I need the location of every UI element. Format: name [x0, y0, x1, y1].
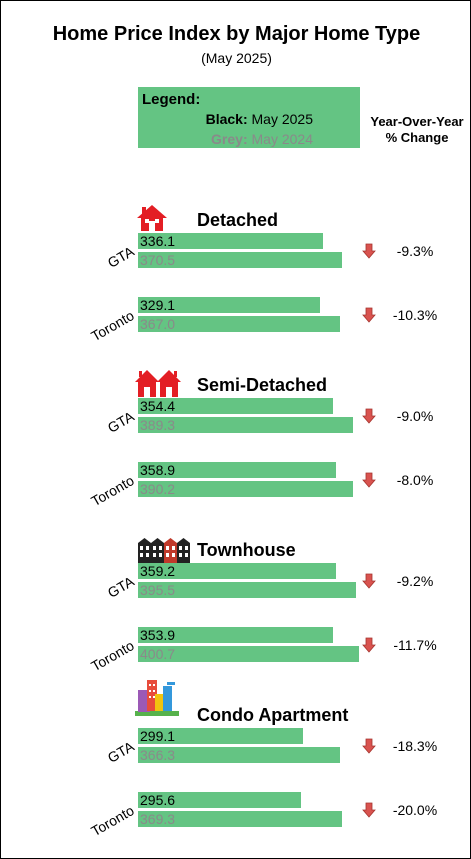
bar-value-may-2024-condo-apartment-gta: 366.3	[140, 747, 176, 763]
down-arrow-icon	[362, 573, 376, 589]
yoy-value-townhouse-gta: -9.2%	[396, 573, 434, 589]
bar-may-2024-detached-gta: 370.5	[138, 252, 343, 268]
row-label-townhouse-gta: GTA	[104, 573, 137, 601]
bar-value-may-2024-semi-detached-gta: 389.3	[140, 417, 176, 433]
section-title-townhouse: Townhouse	[197, 540, 296, 560]
bar-may-2025-detached-toronto: 329.1	[138, 297, 320, 313]
detached-house-icon	[136, 204, 168, 237]
townhouse-icon	[138, 537, 190, 568]
bar-may-2024-detached-toronto: 367.0	[138, 316, 341, 332]
row-label-detached-toronto: Toronto	[88, 307, 137, 345]
bar-may-2025-semi-detached-toronto: 358.9	[138, 462, 336, 478]
down-arrow-icon	[362, 243, 376, 259]
yoy-value-semi-detached-gta: -9.0%	[396, 408, 434, 424]
row-label-condo-apartment-gta: GTA	[104, 738, 137, 766]
condo-apartment-icon	[135, 678, 179, 723]
section-title-condo-apartment: Condo Apartment	[197, 705, 349, 725]
yoy-value-detached-gta: -9.3%	[396, 243, 434, 259]
row-label-townhouse-toronto: Toronto	[88, 637, 137, 675]
legend-black-key: Black:	[205, 111, 248, 127]
bar-may-2024-semi-detached-toronto: 390.2	[138, 481, 354, 497]
bar-value-may-2025-townhouse-toronto: 353.9	[140, 627, 176, 643]
down-arrow-icon	[362, 408, 376, 424]
chart-title: Home Price Index by Major Home Type	[52, 23, 421, 45]
bar-may-2024-townhouse-gta: 395.5	[138, 582, 357, 598]
yoy-value-semi-detached-toronto: -8.0%	[396, 472, 434, 488]
bar-value-may-2024-townhouse-gta: 395.5	[140, 582, 176, 598]
bar-value-may-2024-detached-toronto: 367.0	[140, 316, 176, 332]
semi-detached-house-icon	[134, 368, 182, 403]
bar-value-may-2025-detached-gta: 336.1	[140, 233, 176, 249]
section-title-detached: Detached	[197, 210, 279, 230]
bar-value-may-2024-townhouse-toronto: 400.7	[140, 646, 176, 662]
bar-value-may-2025-condo-apartment-toronto: 295.6	[140, 792, 176, 808]
bar-value-may-2025-townhouse-gta: 359.2	[140, 563, 176, 579]
legend-grey-key: Grey:	[211, 131, 248, 147]
yoy-value-detached-toronto: -10.3%	[392, 307, 438, 323]
bar-value-may-2024-condo-apartment-toronto: 369.3	[140, 811, 176, 827]
section-title-semi-detached: Semi-Detached	[197, 375, 328, 395]
bar-may-2024-condo-apartment-gta: 366.3	[138, 747, 341, 763]
yoy-header: Year-Over-Year % Change	[362, 114, 470, 146]
row-label-detached-gta: GTA	[104, 243, 137, 271]
yoy-value-townhouse-toronto: -11.7%	[393, 637, 437, 653]
down-arrow-icon	[362, 307, 376, 323]
bar-value-may-2025-semi-detached-gta: 354.4	[140, 398, 176, 414]
row-label-semi-detached-gta: GTA	[104, 408, 137, 436]
bar-may-2025-townhouse-toronto: 353.9	[138, 627, 334, 643]
bar-value-may-2025-semi-detached-toronto: 358.9	[140, 462, 176, 478]
yoy-header-line1: Year-Over-Year	[370, 114, 464, 129]
yoy-value-condo-apartment-gta: -18.3%	[392, 738, 438, 754]
bar-value-may-2024-detached-gta: 370.5	[140, 252, 176, 268]
down-arrow-icon	[362, 738, 376, 754]
down-arrow-icon	[362, 802, 376, 818]
legend-heading: Legend:	[142, 91, 201, 108]
yoy-header-line2: % Change	[385, 130, 449, 145]
bar-value-may-2024-semi-detached-toronto: 390.2	[140, 481, 176, 497]
bar-may-2024-condo-apartment-toronto: 369.3	[138, 811, 342, 827]
down-arrow-icon	[362, 637, 376, 653]
yoy-value-condo-apartment-toronto: -20.0%	[392, 802, 438, 818]
bar-may-2025-condo-apartment-gta: 299.1	[138, 728, 303, 744]
bar-may-2025-semi-detached-gta: 354.4	[138, 398, 334, 414]
chart-subtitle: (May 2025)	[201, 50, 272, 66]
bar-may-2024-townhouse-toronto: 400.7	[138, 646, 359, 662]
legend-black-value: May 2025	[251, 111, 313, 127]
bar-value-may-2025-condo-apartment-gta: 299.1	[140, 728, 176, 744]
legend: Legend: Black: May 2025 Grey: May 2024	[138, 87, 360, 148]
row-label-semi-detached-toronto: Toronto	[88, 472, 137, 510]
row-label-condo-apartment-toronto: Toronto	[88, 802, 137, 840]
bar-may-2024-semi-detached-gta: 389.3	[138, 417, 353, 433]
down-arrow-icon	[362, 472, 376, 488]
legend-grey-value: May 2024	[251, 131, 313, 147]
legend-grey-entry: Grey: May 2024	[211, 131, 313, 147]
bar-value-may-2025-detached-toronto: 329.1	[140, 297, 176, 313]
bar-may-2025-townhouse-gta: 359.2	[138, 563, 337, 579]
legend-black-entry: Black: May 2025	[206, 111, 313, 127]
bar-may-2025-detached-gta: 336.1	[138, 233, 324, 249]
bar-may-2025-condo-apartment-toronto: 295.6	[138, 792, 302, 808]
